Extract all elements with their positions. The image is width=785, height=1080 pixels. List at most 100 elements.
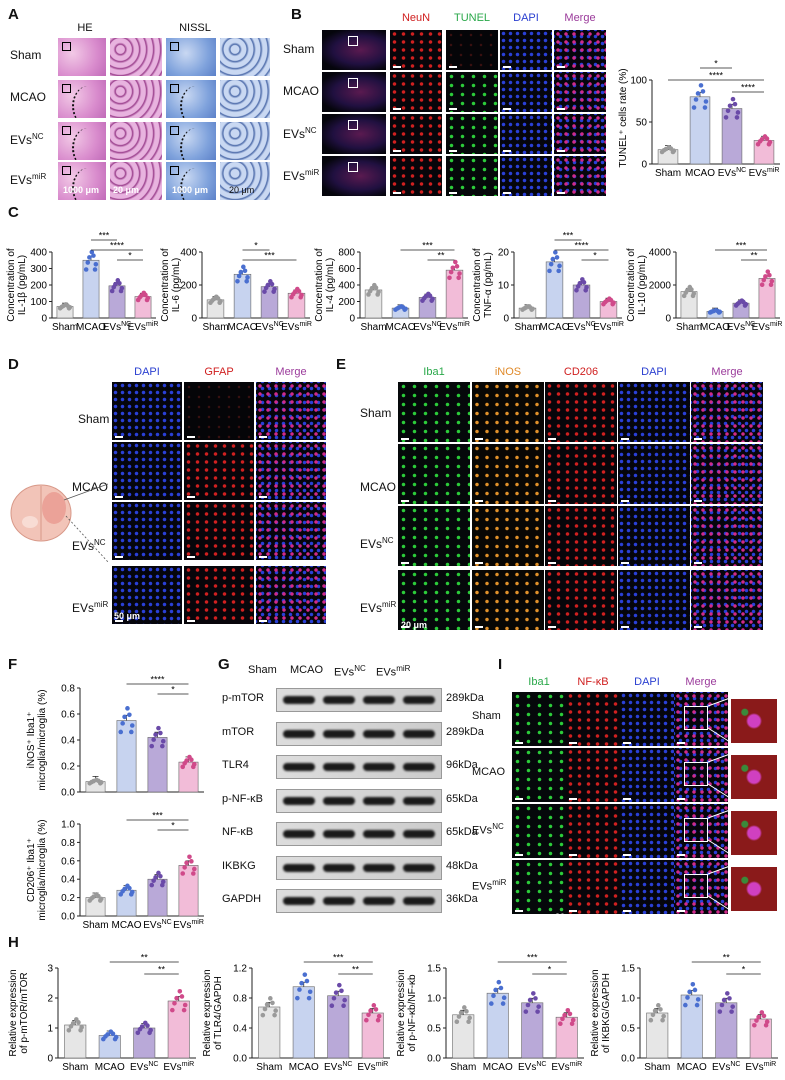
panel-e-tile-sham-4 [691, 382, 763, 442]
data-point [558, 1021, 563, 1027]
data-point [342, 997, 347, 1003]
data-point [156, 725, 161, 731]
y-tick-label: 0 [349, 314, 355, 325]
data-point [752, 1022, 757, 1028]
data-point [235, 278, 240, 284]
x-tick-label-evsmir: EVsmiR [551, 1061, 582, 1073]
data-point [191, 871, 196, 876]
band [403, 696, 435, 704]
data-point [652, 1008, 658, 1014]
data-point [730, 96, 736, 102]
significance-label: ** [352, 965, 360, 975]
blot-strip-1 [276, 721, 442, 746]
panel-a-tile-sham-2 [166, 38, 216, 76]
data-point [569, 1021, 575, 1027]
scale-bar [569, 910, 577, 912]
callout-line [707, 783, 731, 799]
data-point [135, 1030, 141, 1036]
scale-bar [621, 500, 629, 502]
data-point [91, 253, 96, 258]
data-point [375, 1017, 381, 1023]
data-point [143, 1020, 148, 1026]
panel-a-tile-mcao-1 [110, 80, 162, 118]
blot-strip-3 [276, 788, 442, 813]
panel-i-tile-evsmir-0 [512, 860, 566, 914]
data-point [661, 147, 667, 153]
scale-bar [401, 562, 409, 564]
data-point [501, 995, 507, 1001]
blot-label-4: NF-κB [222, 826, 254, 838]
y-axis-label: microglia/microglia (%) [37, 819, 48, 920]
x-tick-label-sham: Sham [202, 322, 228, 333]
panel-h-chart-pmtor: 0 1 2 3 Relative expression of p-mTOR/mTOR Sha… [8, 953, 196, 1073]
y-tick-label: 0.2 [61, 762, 75, 773]
data-point [768, 282, 774, 288]
y-tick-label: 0.6 [61, 710, 75, 721]
data-point [93, 261, 99, 267]
x-tick-label-mcao: MCAO [112, 920, 142, 931]
data-point [129, 723, 135, 728]
y-tick-label: 0.8 [233, 994, 247, 1005]
data-point [464, 1009, 469, 1014]
data-point [694, 1002, 700, 1008]
data-point [683, 290, 689, 295]
panel-d-scale: 50 μm [114, 611, 141, 621]
data-point [690, 293, 696, 299]
panel-label-i: I [498, 656, 503, 673]
panel-i-callout-lines [707, 697, 731, 911]
panel-d-tile-sham-0 [112, 382, 182, 440]
y-tick-label: 300 [30, 264, 47, 275]
x-tick-label-evsnc: EVsNC [255, 321, 283, 333]
data-point [695, 997, 701, 1002]
data-point [263, 285, 269, 291]
band [403, 729, 435, 738]
panel-e-tile-evsmir-0 [398, 570, 470, 630]
data-point [368, 1008, 373, 1014]
panel-a-tile-evsnc-0 [58, 122, 106, 160]
panel-i-tile-sham-2 [620, 692, 674, 746]
y-tick-label: 0.4 [61, 875, 75, 886]
panel-e-tile-sham-1 [472, 382, 544, 442]
y-tick-label: 0.0 [61, 788, 75, 799]
data-point [690, 981, 696, 987]
panel-d-tile-evsnc-0 [112, 502, 182, 560]
y-tick-label: 0.0 [621, 1054, 635, 1065]
y-tick-label: 0 [191, 314, 197, 325]
x-tick-label-mcao: MCAO [289, 1062, 319, 1073]
y-axis-label: IL-1β (pg/mL) [17, 255, 28, 315]
data-point [735, 301, 741, 307]
data-point [648, 1017, 654, 1023]
y-tick-label: 1 [47, 1024, 53, 1035]
band [363, 763, 395, 771]
roi-box [170, 84, 179, 93]
data-point [149, 882, 155, 888]
x-tick-label-sham: Sham [676, 322, 702, 333]
panel-e-tile-mcao-3 [618, 444, 690, 504]
data-point [730, 1004, 735, 1009]
band [283, 863, 315, 872]
data-point [151, 737, 156, 742]
y-tick-label: 0.5 [621, 1024, 635, 1035]
data-point [491, 993, 496, 999]
scale-bar [393, 108, 401, 110]
scale-bar [393, 192, 401, 194]
row-label-evsmir: EVsmiR [72, 600, 109, 615]
scale-bar [548, 438, 556, 440]
significance-label: ** [723, 953, 731, 963]
significance-label: ** [141, 953, 149, 963]
y-axis-label: TNF-α (pg/mL) [483, 252, 494, 318]
significance-label: *** [422, 241, 433, 251]
data-point [179, 994, 185, 999]
data-point [337, 982, 342, 988]
panel-e-tile-mcao-4 [691, 444, 763, 504]
panel-h-chart-ikbkg: 0.0 0.5 1.0 1.5 Relative expression of IKBKG/… [590, 953, 778, 1073]
data-point [762, 134, 768, 139]
panel-b-whole-sham [322, 30, 386, 70]
infarct-border [72, 128, 104, 160]
data-point [149, 743, 155, 749]
data-point [448, 269, 454, 275]
scale-bar [515, 910, 523, 912]
panel-d-tile-evsmir-2 [256, 566, 326, 624]
y-tick-label: 0.4 [233, 1024, 247, 1035]
data-point [372, 282, 377, 288]
